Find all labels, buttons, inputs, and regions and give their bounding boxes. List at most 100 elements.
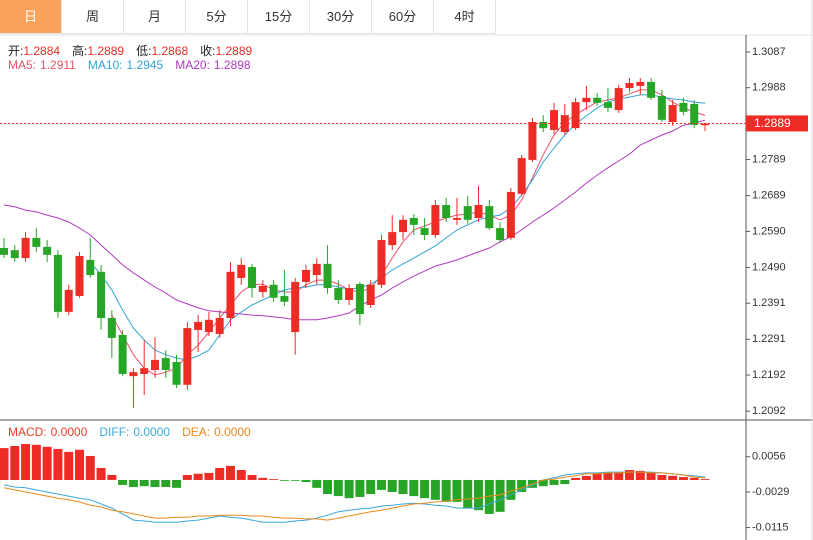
ma-legend: MA5: 1.2911 MA10: 1.2945 MA20: 1.2898 <box>8 58 263 72</box>
macd-bar <box>139 479 149 487</box>
macd-bar <box>64 451 74 480</box>
period-tab[interactable]: 30分 <box>310 0 372 34</box>
macd-bar <box>247 474 257 480</box>
y-tick-label: 1.2988 <box>752 82 786 94</box>
y-tick-label: 1.2092 <box>752 405 786 417</box>
info-value: 1.2889 <box>215 44 253 58</box>
macd-bar <box>172 479 182 488</box>
macd-bar <box>700 479 710 480</box>
macd-bar <box>376 479 386 490</box>
macd-bar <box>118 479 128 485</box>
macd-bar <box>323 479 333 495</box>
candle-body <box>355 284 364 315</box>
candle-body <box>323 263 332 289</box>
candle-body <box>582 97 591 103</box>
info-label: 高: <box>72 44 88 58</box>
macd-bar <box>193 473 203 480</box>
candle-body <box>496 228 505 241</box>
candle-body <box>237 264 246 278</box>
candle-body <box>463 206 472 220</box>
period-tab[interactable]: 4时 <box>434 0 496 34</box>
candle-body <box>636 81 645 86</box>
candle-body <box>377 240 386 285</box>
ohlc-info: 开:1.2884 高:1.2889 低:1.2868 收:1.2889 <box>8 42 264 59</box>
legend-value: 0.0000 <box>133 425 171 439</box>
candle-body <box>431 205 440 235</box>
macd-bar <box>689 477 699 480</box>
legend-name: MACD: <box>8 425 47 439</box>
candle-body <box>593 97 602 103</box>
period-tabs: 日周月 5分 15分 30分 60分 4时 <box>0 0 496 34</box>
candle-body <box>140 368 149 374</box>
macd-bar <box>463 479 473 509</box>
candle-body <box>21 237 30 259</box>
macd-bar <box>668 475 678 480</box>
macd-bar <box>290 479 300 481</box>
macd-bar <box>398 479 408 495</box>
y-tick-label: -0.0029 <box>752 486 789 498</box>
candle-body <box>118 334 127 374</box>
candle-body <box>86 259 95 276</box>
candle-body <box>301 269 310 282</box>
info-label: 开: <box>8 44 24 58</box>
macd-bar <box>517 479 527 492</box>
candle-body <box>366 284 375 306</box>
candle-body <box>107 318 116 338</box>
candle-body <box>280 295 289 302</box>
macd-bar <box>452 479 462 502</box>
candle-body <box>32 237 41 247</box>
candle-body <box>226 271 235 319</box>
macd-bar <box>603 472 613 480</box>
macd-bar <box>441 479 451 502</box>
macd-bar <box>430 479 440 500</box>
macd-bar <box>333 479 343 497</box>
macd-bar <box>74 449 84 480</box>
period-tab[interactable]: 15分 <box>248 0 310 34</box>
candle-body <box>506 192 515 238</box>
period-tab[interactable]: 5分 <box>186 0 248 34</box>
macd-bar <box>646 472 656 480</box>
candle-body <box>452 218 461 220</box>
candle-body <box>10 250 19 259</box>
macd-bar <box>581 475 591 480</box>
macd-bar <box>236 470 246 480</box>
macd-bar <box>301 479 311 483</box>
macd-bar <box>549 479 559 485</box>
candle-body <box>701 123 709 126</box>
candle-body <box>442 205 451 219</box>
period-tab[interactable]: 日 <box>0 0 62 34</box>
y-tick-label: 1.2789 <box>752 153 786 165</box>
info-label: 收: <box>200 44 216 58</box>
candle-body <box>0 247 8 255</box>
candle-body <box>679 102 688 112</box>
period-tab[interactable]: 月 <box>124 0 186 34</box>
macd-bar <box>560 479 570 485</box>
macd-bar <box>474 479 484 511</box>
macd-bar <box>409 479 419 497</box>
candle-body <box>194 321 203 330</box>
macd-line <box>3 471 706 523</box>
macd-bar <box>150 479 160 488</box>
candle-body <box>53 254 62 312</box>
period-tab[interactable]: 周 <box>62 0 124 34</box>
macd-bar <box>678 477 688 480</box>
macd-bar <box>387 479 397 492</box>
y-tick-label: 1.2192 <box>752 369 786 381</box>
macd-bar <box>279 479 289 481</box>
macd-bar <box>10 446 20 480</box>
candle-body <box>269 284 278 298</box>
macd-legend: MACD: 0.0000 DIFF: 0.0000 DEA: 0.0000 <box>8 425 263 439</box>
macd-bar <box>31 444 41 480</box>
macd-bar <box>107 474 117 480</box>
candle-body <box>571 102 580 129</box>
candle-body <box>43 246 52 255</box>
y-tick-label: 0.0056 <box>752 451 786 463</box>
macd-bar <box>657 474 667 480</box>
info-value: 1.2889 <box>87 44 125 58</box>
last-price-label: 1.2889 <box>754 116 791 130</box>
y-tick-label: 1.2291 <box>752 333 786 345</box>
candle-body <box>528 121 537 160</box>
macd-bar <box>625 470 635 480</box>
period-tab[interactable]: 60分 <box>372 0 434 34</box>
